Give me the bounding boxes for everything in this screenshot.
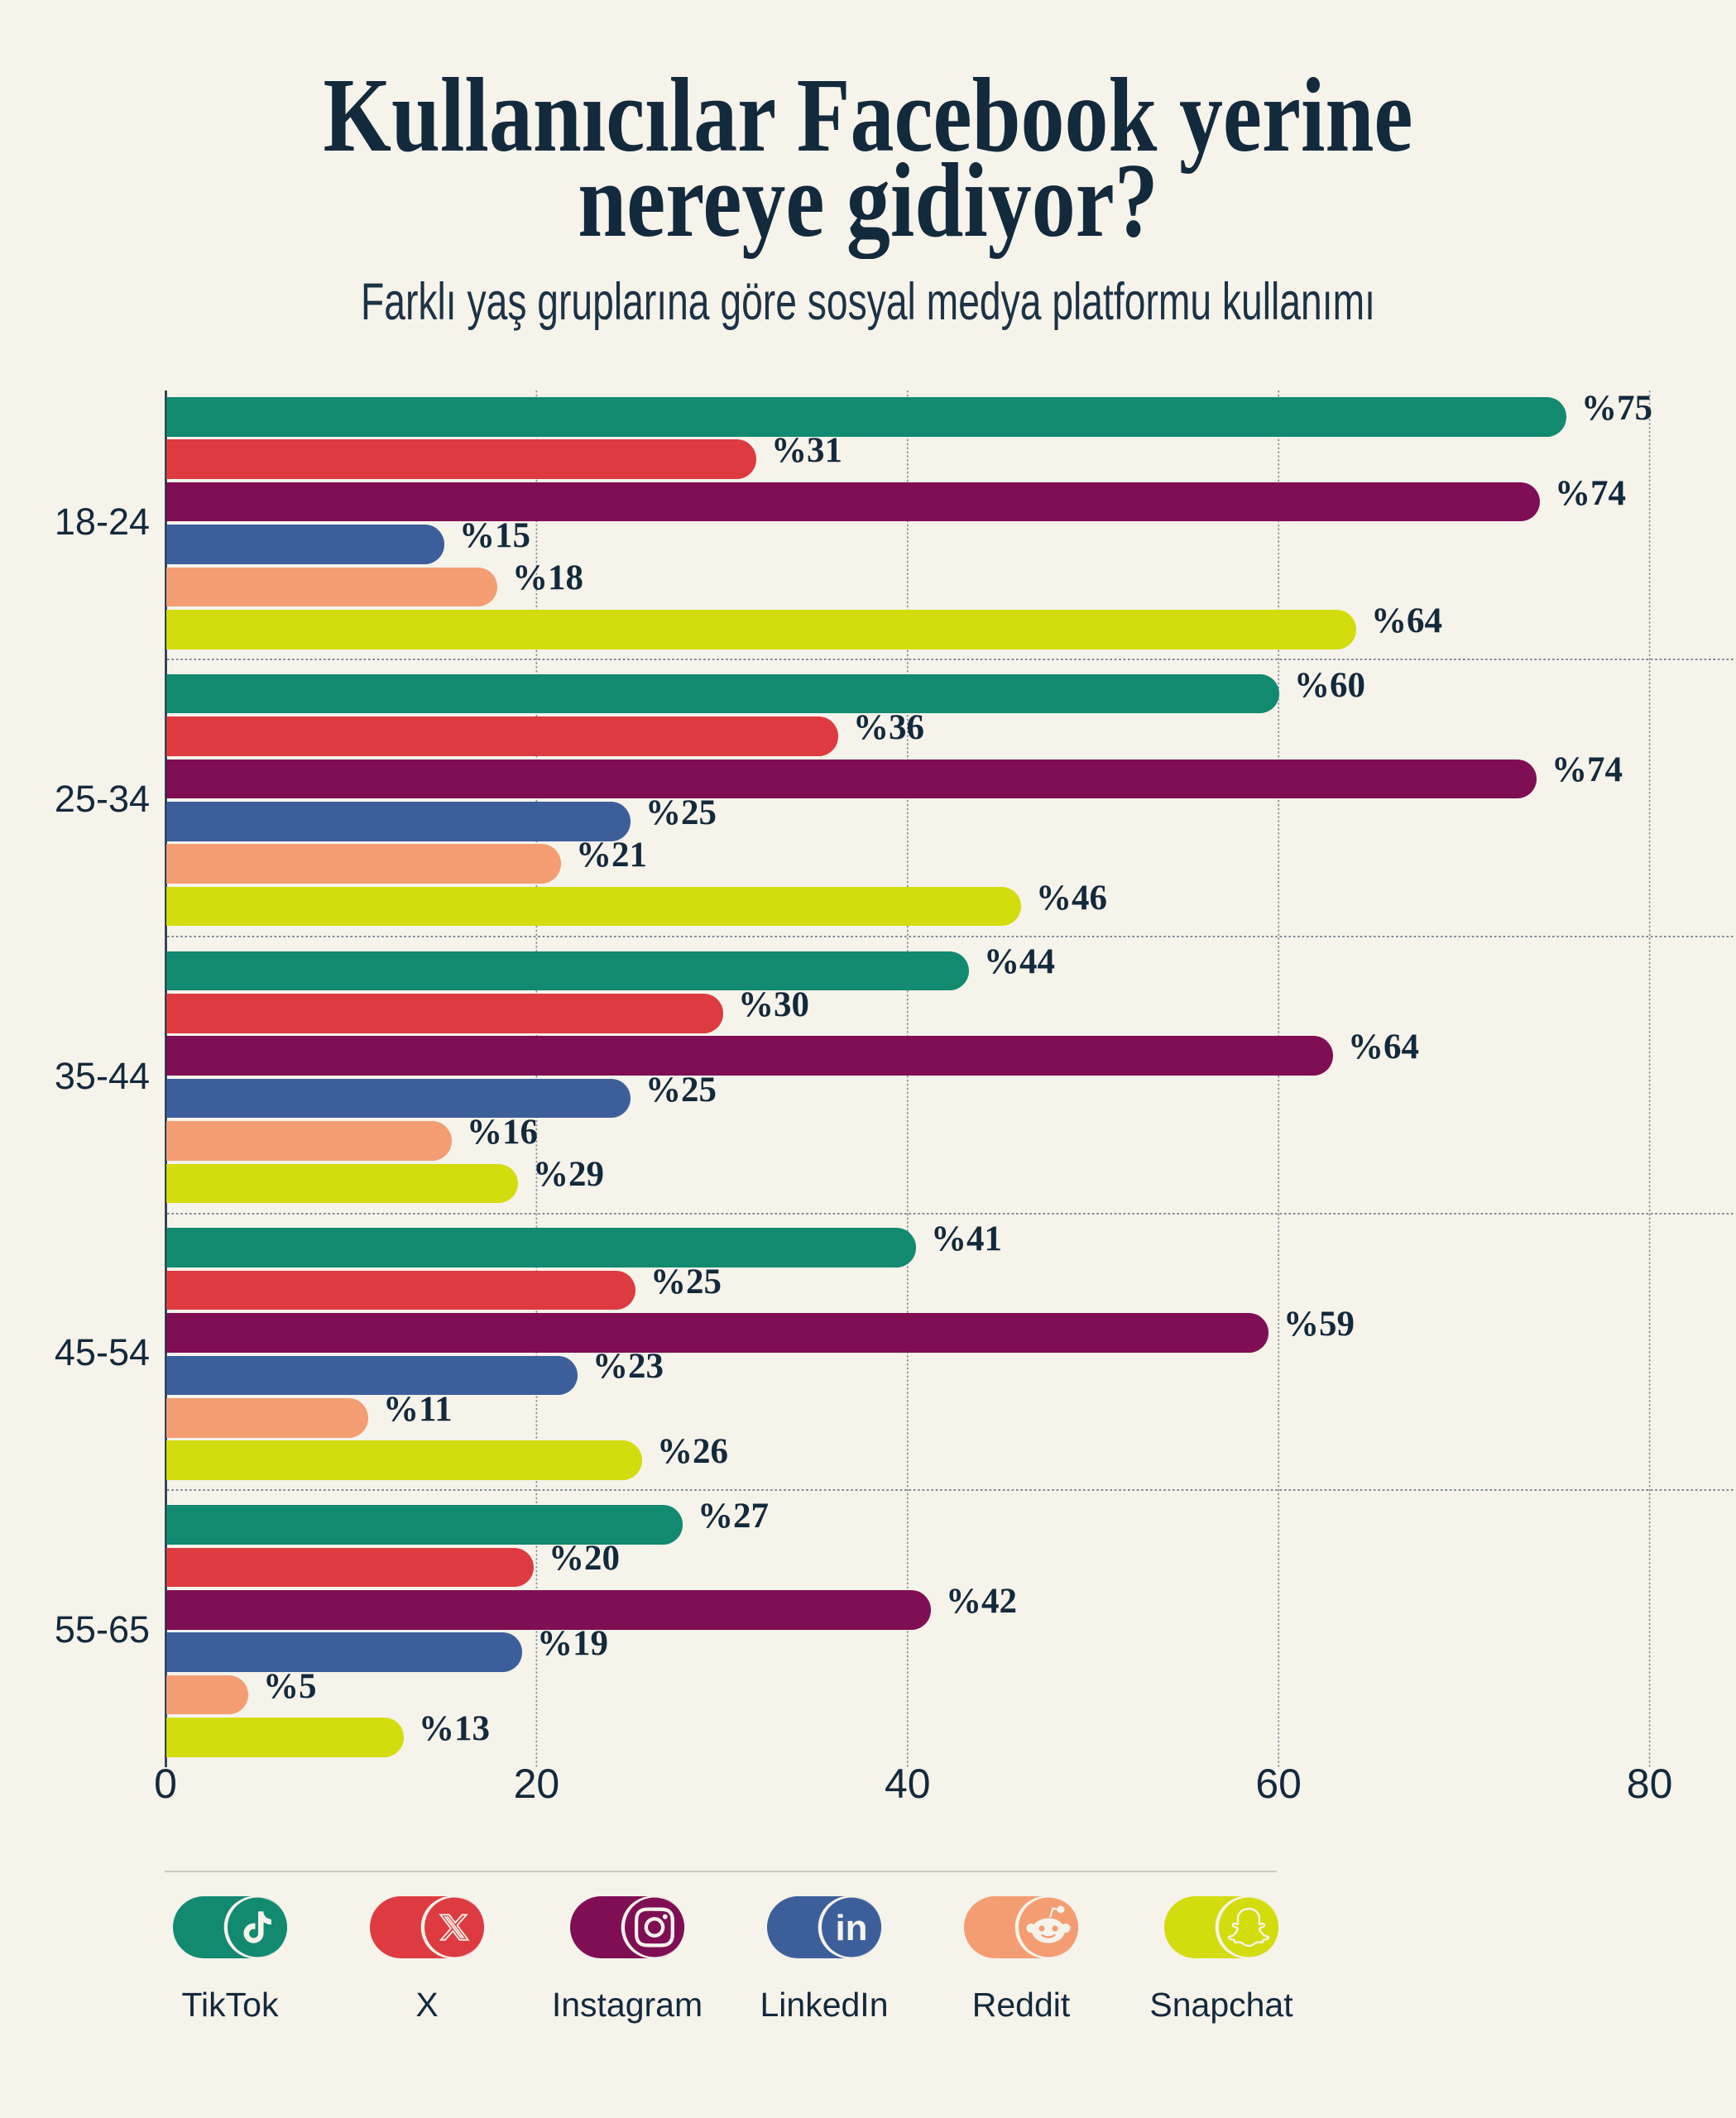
svg-text:in: in — [835, 1908, 867, 1948]
